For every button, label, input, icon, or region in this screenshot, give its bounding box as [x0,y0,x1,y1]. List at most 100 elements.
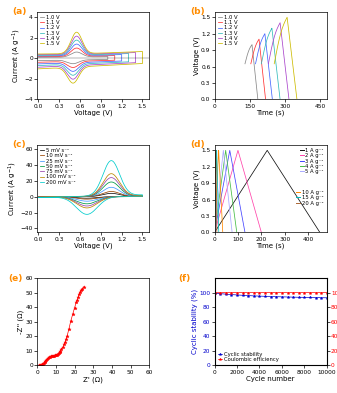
Line: 4 A g⁻¹: 4 A g⁻¹ [215,151,237,232]
Line: 2 A g⁻¹: 2 A g⁻¹ [215,151,262,232]
20 A g⁻¹ [213,224,217,228]
1.0 V [252,59,256,64]
75 mV s⁻¹ [118,194,122,199]
1.4 V [97,62,101,67]
1.2 V [265,51,269,56]
75 mV s⁻¹ [87,204,91,208]
25 mV s⁻¹ [112,195,116,199]
Line: 1.3 V: 1.3 V [38,40,129,75]
200 mV s⁻¹ [49,195,53,200]
Cyclic stability [302,295,306,300]
Coulombic efficiency [285,290,289,295]
10 A g⁻¹ [213,230,217,235]
5 A g⁻¹ [213,230,217,235]
Cyclic stability [291,295,295,299]
Line: 20 A g⁻¹: 20 A g⁻¹ [215,151,217,232]
1.1 V [261,75,265,80]
1.3 V [278,97,282,102]
Line: 1.2 V: 1.2 V [255,34,272,99]
1.5 V [121,50,125,55]
10 mV s⁻¹ [49,194,53,199]
Line: 5 A g⁻¹: 5 A g⁻¹ [215,151,232,232]
10 mV s⁻¹ [112,194,116,199]
2 A g⁻¹ [225,186,229,191]
Line: 75 mV s⁻¹: 75 mV s⁻¹ [38,178,143,206]
Cyclic stability [269,294,273,299]
2 A g⁻¹ [214,224,218,228]
Line: 3 A g⁻¹: 3 A g⁻¹ [215,151,245,232]
Cyclic stability [229,292,234,297]
25 mV s⁻¹ [109,185,113,190]
10 A g⁻¹ [220,222,224,227]
3 A g⁻¹ [214,224,218,228]
1.2 V [263,31,267,36]
Line: 1 A g⁻¹: 1 A g⁻¹ [215,151,320,232]
10 A g⁻¹ [217,148,221,153]
50 mV s⁻¹ [36,195,40,199]
1.1 V [36,54,40,59]
75 mV s⁻¹ [123,194,127,199]
1.3 V [110,52,114,57]
5 A g⁻¹ [213,224,217,228]
25 mV s⁻¹ [118,194,122,199]
75 mV s⁻¹ [85,204,89,208]
1.3 V [55,53,59,57]
Line: 100 mV s⁻¹: 100 mV s⁻¹ [38,174,143,208]
1.1 V [36,60,40,64]
10 mV s⁻¹ [36,195,40,199]
10 mV s⁻¹ [118,194,122,199]
15 A g⁻¹ [217,222,221,227]
Coulombic efficiency [241,290,245,295]
Coulombic efficiency [235,290,239,295]
1.0 V [80,59,84,63]
3 A g⁻¹ [242,222,246,227]
15 A g⁻¹ [216,217,220,222]
20 A g⁻¹ [213,186,217,191]
1.5 V [101,63,105,68]
2 A g⁻¹ [257,222,261,227]
1.5 V [285,15,289,20]
Cyclic stability [325,296,329,300]
100 mV s⁻¹ [36,195,40,200]
1.3 V [71,73,75,77]
50 mV s⁻¹ [109,180,113,184]
1.2 V [110,52,114,57]
50 mV s⁻¹ [87,201,91,206]
100 mV s⁻¹ [85,206,89,210]
10 A g⁻¹ [215,186,219,191]
1.5 V [286,24,290,29]
5 A g⁻¹ [217,186,221,191]
Y-axis label: Current (A g$^{-1}$): Current (A g$^{-1}$) [7,161,19,216]
5 A g⁻¹ [230,230,234,235]
1.4 V [286,90,290,95]
Coulombic efficiency [263,290,267,295]
Line: 1.5 V: 1.5 V [274,17,297,99]
Line: 1.2 V: 1.2 V [38,44,122,72]
Text: (e): (e) [8,274,22,283]
25 mV s⁻¹ [36,195,40,199]
5 mV s⁻¹ [118,194,122,199]
Cyclic stability [285,295,289,299]
4 A g⁻¹ [213,230,217,235]
1.0 V [250,42,254,47]
200 mV s⁻¹ [109,158,113,163]
1.4 V [284,70,288,75]
Text: (d): (d) [190,140,205,149]
X-axis label: Voltage (V): Voltage (V) [74,243,113,250]
20 A g⁻¹ [215,230,219,235]
1.5 V [74,30,79,35]
Line: 1.1 V: 1.1 V [38,48,115,68]
1.3 V [259,61,264,66]
1 A g⁻¹ [219,220,223,225]
50 mV s⁻¹ [123,194,127,199]
1.3 V [116,51,120,56]
1 A g⁻¹ [265,148,269,153]
1.0 V [255,92,259,97]
1.4 V [281,44,285,48]
1.4 V [79,68,83,72]
Y-axis label: Cyclic stability (%): Cyclic stability (%) [191,289,198,354]
1.5 V [58,51,62,56]
Line: 1.5 V: 1.5 V [38,32,143,83]
100 mV s⁻¹ [87,206,91,210]
1.3 V [271,34,275,39]
